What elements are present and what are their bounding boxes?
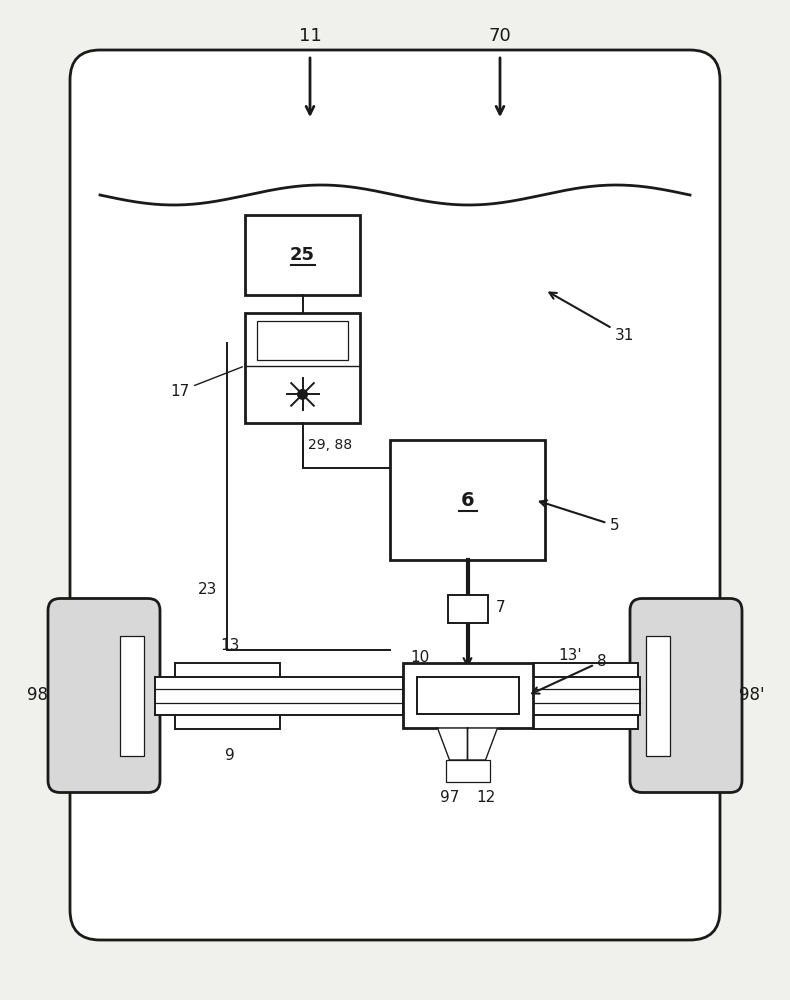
Text: 13': 13': [559, 648, 581, 663]
FancyBboxPatch shape: [70, 50, 720, 940]
Polygon shape: [438, 728, 468, 760]
Circle shape: [298, 390, 307, 399]
Text: 25: 25: [290, 246, 315, 264]
Text: 7: 7: [495, 599, 505, 614]
Text: 23: 23: [198, 582, 217, 597]
Bar: [447, 595, 487, 623]
Text: 98: 98: [28, 686, 48, 704]
Text: 11: 11: [299, 27, 322, 45]
FancyBboxPatch shape: [630, 598, 742, 792]
Polygon shape: [468, 728, 498, 760]
Bar: [646, 636, 670, 756]
Text: 13: 13: [220, 638, 239, 653]
Text: 29, 88: 29, 88: [307, 438, 352, 452]
Bar: [175, 662, 280, 728]
Text: 10: 10: [410, 650, 430, 666]
Text: 8: 8: [532, 654, 608, 694]
Text: 6: 6: [461, 490, 474, 510]
Bar: [532, 676, 640, 714]
Bar: [402, 663, 532, 728]
Bar: [245, 215, 360, 295]
Bar: [416, 677, 518, 714]
FancyBboxPatch shape: [48, 598, 160, 792]
Text: 17: 17: [170, 367, 243, 399]
Bar: [155, 676, 402, 714]
Text: 31: 31: [549, 293, 634, 343]
Text: 70: 70: [489, 27, 511, 45]
Bar: [245, 313, 360, 423]
Bar: [446, 760, 490, 782]
Text: 98': 98': [739, 686, 765, 704]
Text: 97: 97: [440, 790, 459, 806]
Text: 12: 12: [476, 790, 495, 806]
Bar: [390, 440, 545, 560]
Bar: [257, 321, 348, 360]
Bar: [532, 662, 638, 728]
Text: 5: 5: [540, 500, 619, 533]
Text: 9: 9: [225, 748, 235, 763]
Bar: [120, 636, 144, 756]
